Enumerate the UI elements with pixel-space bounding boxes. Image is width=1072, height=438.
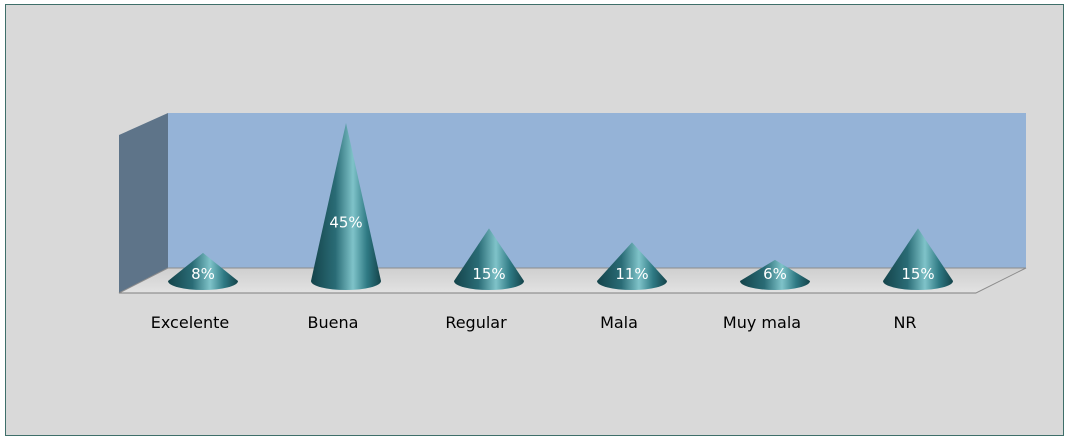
cone-bar-regular: [454, 228, 524, 290]
category-label: Muy mala: [723, 313, 801, 332]
cone-bar-excelente: [168, 252, 238, 290]
category-label: Excelente: [151, 313, 229, 332]
cone-bar-buena: [311, 123, 381, 290]
category-label: Mala: [600, 313, 638, 332]
value-label: 45%: [329, 213, 362, 231]
side-wall: [119, 113, 168, 293]
chart-frame: 8% Excelente 45% Buena 15% Regular 11% Mala 6% Mu…: [5, 4, 1064, 436]
value-label: 8%: [191, 265, 215, 283]
cone-bar-mala: [597, 242, 667, 290]
value-label: 15%: [901, 265, 934, 283]
value-label: 15%: [472, 265, 505, 283]
cone-bar-muy-mala: [740, 259, 810, 290]
cone-chart: 8% Excelente 45% Buena 15% Regular 11% Mala 6% Mu…: [118, 113, 1027, 332]
value-label: 11%: [615, 265, 648, 283]
value-label: 6%: [763, 265, 787, 283]
back-wall: [168, 113, 1026, 268]
cone-bar-nr: [883, 228, 953, 290]
category-label: NR: [893, 313, 916, 332]
category-label: Regular: [445, 313, 507, 332]
category-label: Buena: [308, 313, 359, 332]
